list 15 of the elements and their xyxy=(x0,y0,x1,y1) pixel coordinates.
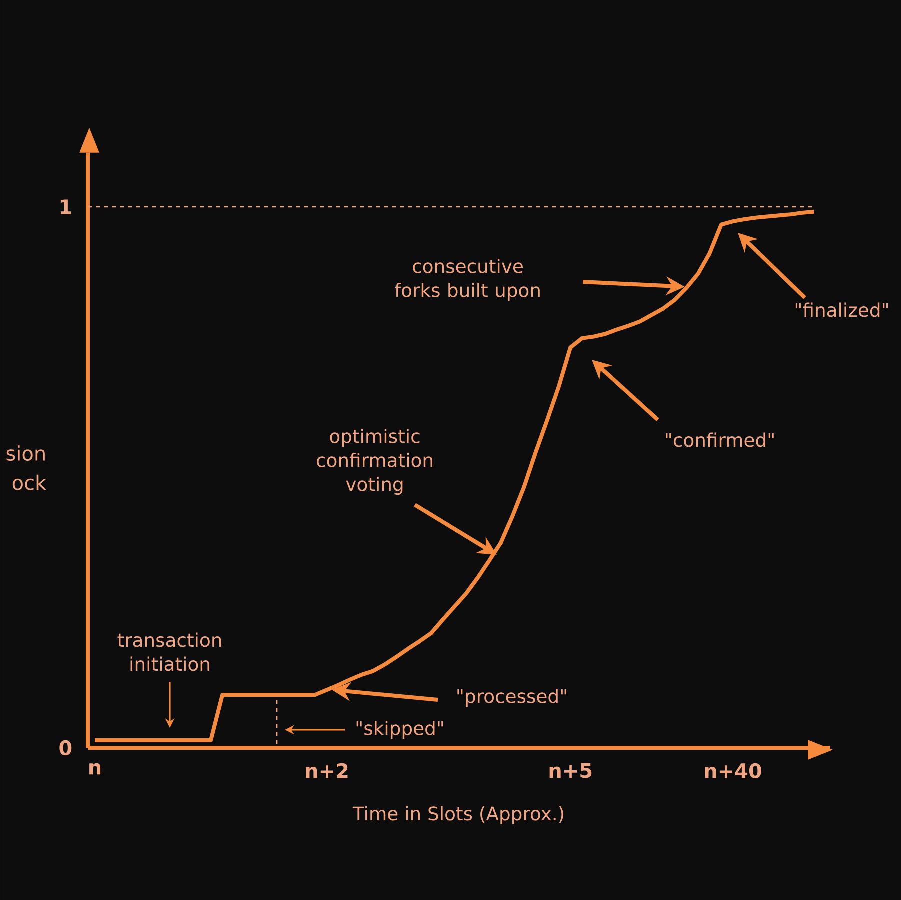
annotation: "finalized" xyxy=(796,302,888,318)
y-tick-label: 1 xyxy=(60,200,72,214)
x-axis-title: Time in Slots (Approx.) xyxy=(352,806,564,824)
x-tick-label: n+2 xyxy=(306,763,348,778)
y-axis-title: sion ock xyxy=(6,446,47,490)
annotation: "confirmed" xyxy=(666,432,774,448)
y-tick-label: 0 xyxy=(60,740,72,756)
annotation: "skipped" xyxy=(356,720,444,740)
x-tick-label: n+5 xyxy=(550,763,592,778)
annotation: transaction initiation xyxy=(118,632,222,672)
annotation: "processed" xyxy=(458,688,566,708)
x-tick-label: n xyxy=(90,763,101,775)
annotation: consecutive forks built upon xyxy=(394,258,540,302)
x-tick-label: n+40 xyxy=(705,763,762,778)
annotation: optimistic confirmation voting xyxy=(317,428,432,496)
